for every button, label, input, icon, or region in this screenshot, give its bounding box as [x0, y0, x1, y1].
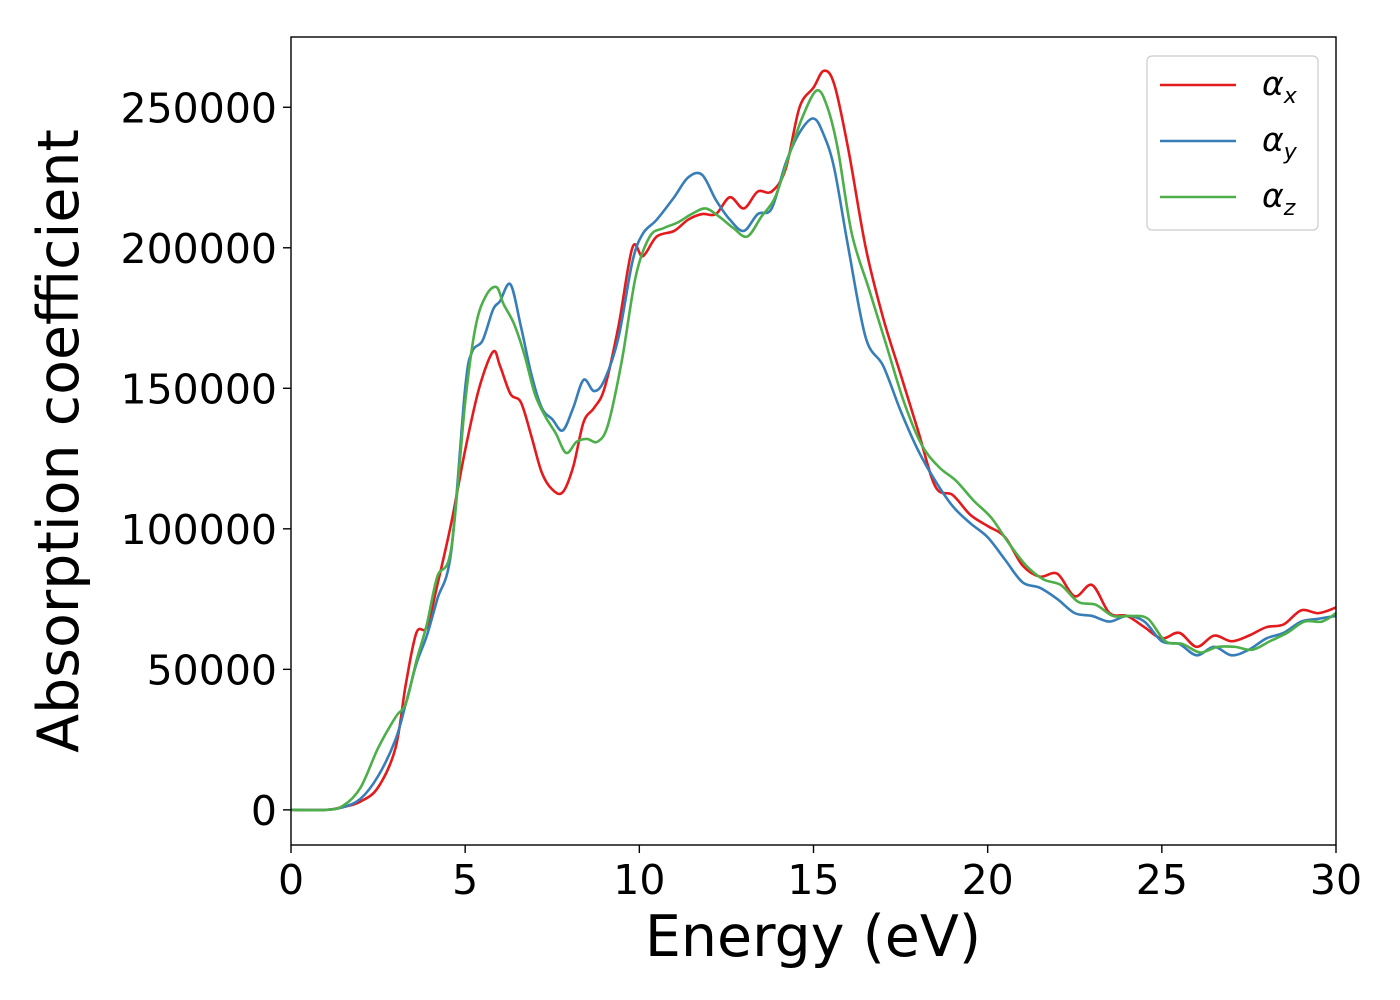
x-tick-label: 30 [1310, 856, 1362, 904]
x-tick-label: 15 [787, 856, 839, 904]
y-tick-label: 50000 [147, 646, 277, 694]
series-line-z [290, 89, 1337, 812]
legend-box [1146, 55, 1319, 231]
y-tick-label: 250000 [120, 84, 277, 132]
x-tick-label: 25 [1136, 856, 1188, 904]
y-tick-label: 0 [251, 787, 277, 835]
x-axis-title: Energy (eV) [645, 904, 981, 970]
y-tick-label: 100000 [120, 506, 277, 554]
y-tick-label: 200000 [120, 225, 277, 273]
y-axis-title: Absorption coefficient [26, 129, 92, 753]
x-tick-label: 20 [962, 856, 1014, 904]
y-axis-ticks: 0 50000 100000 150000 200000 250000 [120, 84, 291, 835]
x-tick-label: 0 [278, 856, 304, 904]
x-axis-ticks: 0 5 10 15 20 25 30 [278, 845, 1362, 904]
series-layer [290, 69, 1337, 812]
x-tick-label: 10 [613, 856, 665, 904]
y-tick-label: 150000 [120, 365, 277, 413]
x-tick-label: 5 [452, 856, 478, 904]
